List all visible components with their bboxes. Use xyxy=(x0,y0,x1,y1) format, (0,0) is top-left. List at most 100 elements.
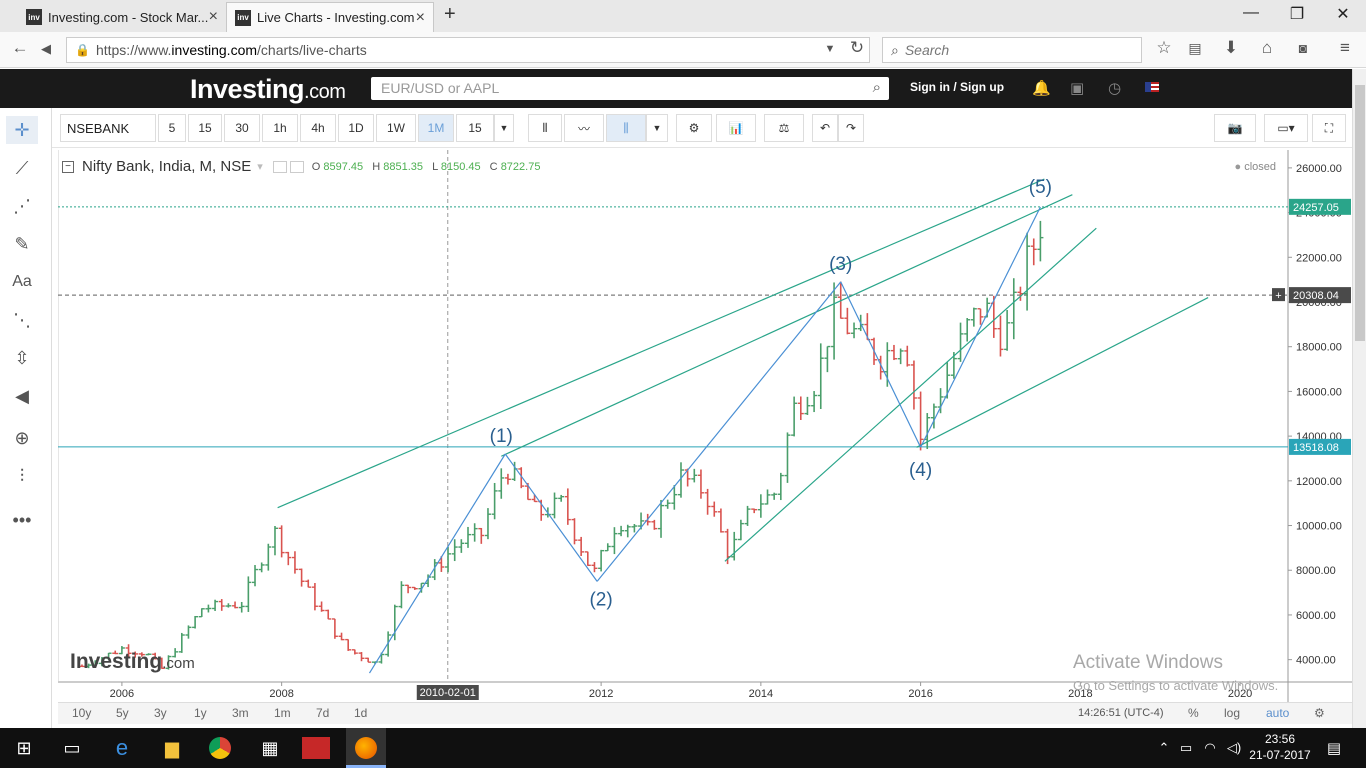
investing-logo[interactable]: Investing.com xyxy=(190,74,346,105)
volume-icon[interactable]: ◁) xyxy=(1226,740,1242,755)
compare-scale-icon[interactable]: ⚖ xyxy=(764,114,804,142)
interval-1h[interactable]: 1h xyxy=(262,114,298,142)
range-10y[interactable]: 10y xyxy=(72,706,92,720)
fullscreen-icon[interactable]: ⛶ xyxy=(1312,114,1346,142)
interval-1d[interactable]: 1D xyxy=(338,114,374,142)
chart-properties-icon[interactable]: ▭▾ xyxy=(1264,114,1308,142)
browser-search-field[interactable]: ⌕ Search xyxy=(882,37,1142,63)
measure-tool-icon[interactable]: ⇳ xyxy=(14,347,30,368)
text-tool-icon[interactable]: Aa xyxy=(12,273,32,290)
close-tab-icon[interactable]: × xyxy=(208,8,218,25)
sign-in-link[interactable]: Sign in xyxy=(910,80,950,94)
legend-remove-icon[interactable] xyxy=(289,160,304,173)
chart-area[interactable]: 4000.00 6000.00 8000.00 10000.00 12000.00 140… xyxy=(58,150,1352,702)
url-field[interactable]: 🔒 https://www. investing.com/charts/live-… xyxy=(66,37,870,63)
undo-icon[interactable]: ↶ xyxy=(812,114,838,142)
scrollbar-thumb[interactable] xyxy=(1355,85,1365,341)
range-1m[interactable]: 1m xyxy=(274,706,291,720)
browser-tab-live-charts[interactable]: inv Live Charts - Investing.com × xyxy=(226,2,434,32)
percent-toggle[interactable]: % xyxy=(1188,706,1199,720)
auto-toggle[interactable]: auto xyxy=(1266,706,1290,720)
firefox-icon[interactable] xyxy=(346,728,386,768)
interval-15[interactable]: 15 xyxy=(188,114,222,142)
timezone-clock[interactable]: 14:26:51 (UTC-4) xyxy=(1078,707,1164,719)
us-flag-icon[interactable] xyxy=(1145,82,1159,92)
reading-list-icon[interactable]: ▤ xyxy=(1188,40,1202,56)
indicators-icon[interactable]: 📊 xyxy=(716,114,756,142)
range-7d[interactable]: 7d xyxy=(316,706,330,720)
interval-30[interactable]: 30 xyxy=(224,114,260,142)
maximize-button[interactable]: ❐ xyxy=(1289,6,1305,23)
notifications-icon[interactable]: ▤ xyxy=(1326,740,1342,757)
ohlc-style-icon[interactable]: ⫼ xyxy=(606,114,646,142)
fibonacci-tool-icon[interactable]: ⋰ xyxy=(13,195,31,216)
style-dropdown-icon[interactable]: ▼ xyxy=(646,114,668,142)
windows-start-icon[interactable]: ⊞ xyxy=(16,737,32,758)
task-view-icon[interactable]: ▭ xyxy=(63,737,81,758)
close-tab-icon[interactable]: × xyxy=(415,9,425,26)
wave-label: (4) xyxy=(909,460,932,481)
file-explorer-icon[interactable]: ▆ xyxy=(165,737,179,758)
snapshot-camera-icon[interactable]: 📷 xyxy=(1214,114,1256,142)
brush-tool-icon[interactable]: ✎ xyxy=(14,233,30,254)
download-icon[interactable]: ⬇ xyxy=(1223,38,1239,57)
new-tab-button[interactable]: + xyxy=(444,3,456,25)
range-bar: 10y 5y 3y 1y 3m 1m 7d 1d 14:26:51 (UTC-4… xyxy=(58,702,1352,724)
price-chart-svg[interactable]: 4000.006000.008000.0010000.0012000.00140… xyxy=(58,150,1352,702)
bookmark-star-icon[interactable]: ☆ xyxy=(1156,38,1172,57)
pocket-icon[interactable]: ◙ xyxy=(1298,40,1308,56)
bell-icon[interactable]: 🔔 xyxy=(1032,80,1051,97)
range-3m[interactable]: 3m xyxy=(232,706,249,720)
home-icon[interactable]: ⌂ xyxy=(1261,38,1273,57)
redo-icon[interactable]: ↷ xyxy=(838,114,864,142)
page-scrollbar[interactable] xyxy=(1352,69,1366,729)
legend-collapse-icon[interactable]: − xyxy=(62,160,74,173)
interval-custom[interactable]: 15 xyxy=(456,114,494,142)
reload-icon[interactable]: ↻ xyxy=(849,38,865,57)
interval-4h[interactable]: 4h xyxy=(300,114,336,142)
menu-icon[interactable]: ≡ xyxy=(1340,38,1350,57)
tray-chevron-icon[interactable]: ⌃ xyxy=(1158,740,1170,755)
legend-dropdown-icon[interactable]: ▾ xyxy=(257,161,263,173)
close-window-button[interactable]: ✕ xyxy=(1336,6,1350,23)
pattern-tool-icon[interactable]: ⋱ xyxy=(13,309,31,330)
chart-type-tool-icon[interactable]: ⫶ xyxy=(19,465,25,486)
trend-line-tool-icon[interactable]: ⟋ xyxy=(15,157,29,178)
symbol-input[interactable]: NSEBANK xyxy=(60,114,156,142)
wifi-icon[interactable]: ◠ xyxy=(1204,740,1216,755)
site-search-input[interactable]: EUR/USD or AAPL ⌕ xyxy=(371,77,889,100)
crosshair-tool-icon[interactable]: ✛ xyxy=(6,116,38,144)
range-1y[interactable]: 1y xyxy=(194,706,207,720)
chrome-icon[interactable] xyxy=(204,732,236,764)
footer-gear-icon[interactable]: ⚙ xyxy=(1314,706,1325,720)
magnifier-icon[interactable]: ⌕ xyxy=(872,79,881,96)
edge-browser-icon[interactable]: e xyxy=(115,735,129,760)
legend-settings-icon[interactable] xyxy=(272,160,287,173)
interval-1m[interactable]: 1M xyxy=(418,114,454,142)
range-3y[interactable]: 3y xyxy=(154,706,167,720)
battery-icon[interactable]: ▭ xyxy=(1179,740,1193,755)
range-1d[interactable]: 1d xyxy=(354,706,368,720)
interval-5[interactable]: 5 xyxy=(158,114,186,142)
more-tools-icon[interactable]: ••• xyxy=(12,509,32,530)
back-arrow-icon[interactable]: ← xyxy=(11,38,29,57)
clock-icon[interactable]: ◷ xyxy=(1108,80,1122,97)
app-red-icon[interactable] xyxy=(302,737,330,759)
bar-style-icon[interactable]: ⫴ xyxy=(528,114,562,142)
line-style-icon[interactable]: 〰 xyxy=(564,114,604,142)
settings-gear-icon[interactable]: ⚙ xyxy=(676,114,712,142)
back-arrow-tool-icon[interactable]: ◀ xyxy=(15,385,29,406)
system-clock[interactable]: 23:56 21-07-2017 xyxy=(1248,731,1312,763)
sign-up-link[interactable]: Sign up xyxy=(960,80,1005,94)
browser-tab-stock-markets[interactable]: inv Investing.com - Stock Mar... × xyxy=(18,2,226,32)
portfolio-icon[interactable]: ▣ xyxy=(1070,80,1085,97)
log-toggle[interactable]: log xyxy=(1224,706,1241,720)
zoom-tool-icon[interactable]: ⊕ xyxy=(14,427,30,448)
range-5y[interactable]: 5y xyxy=(116,706,129,720)
interval-dropdown-icon[interactable]: ▼ xyxy=(494,114,514,142)
url-dropdown-icon[interactable]: ▼ xyxy=(824,43,836,55)
minimize-button[interactable]: — xyxy=(1243,4,1259,21)
interval-1w[interactable]: 1W xyxy=(376,114,416,142)
calculator-icon[interactable]: ▦ xyxy=(261,737,279,758)
wave-line xyxy=(596,281,842,582)
